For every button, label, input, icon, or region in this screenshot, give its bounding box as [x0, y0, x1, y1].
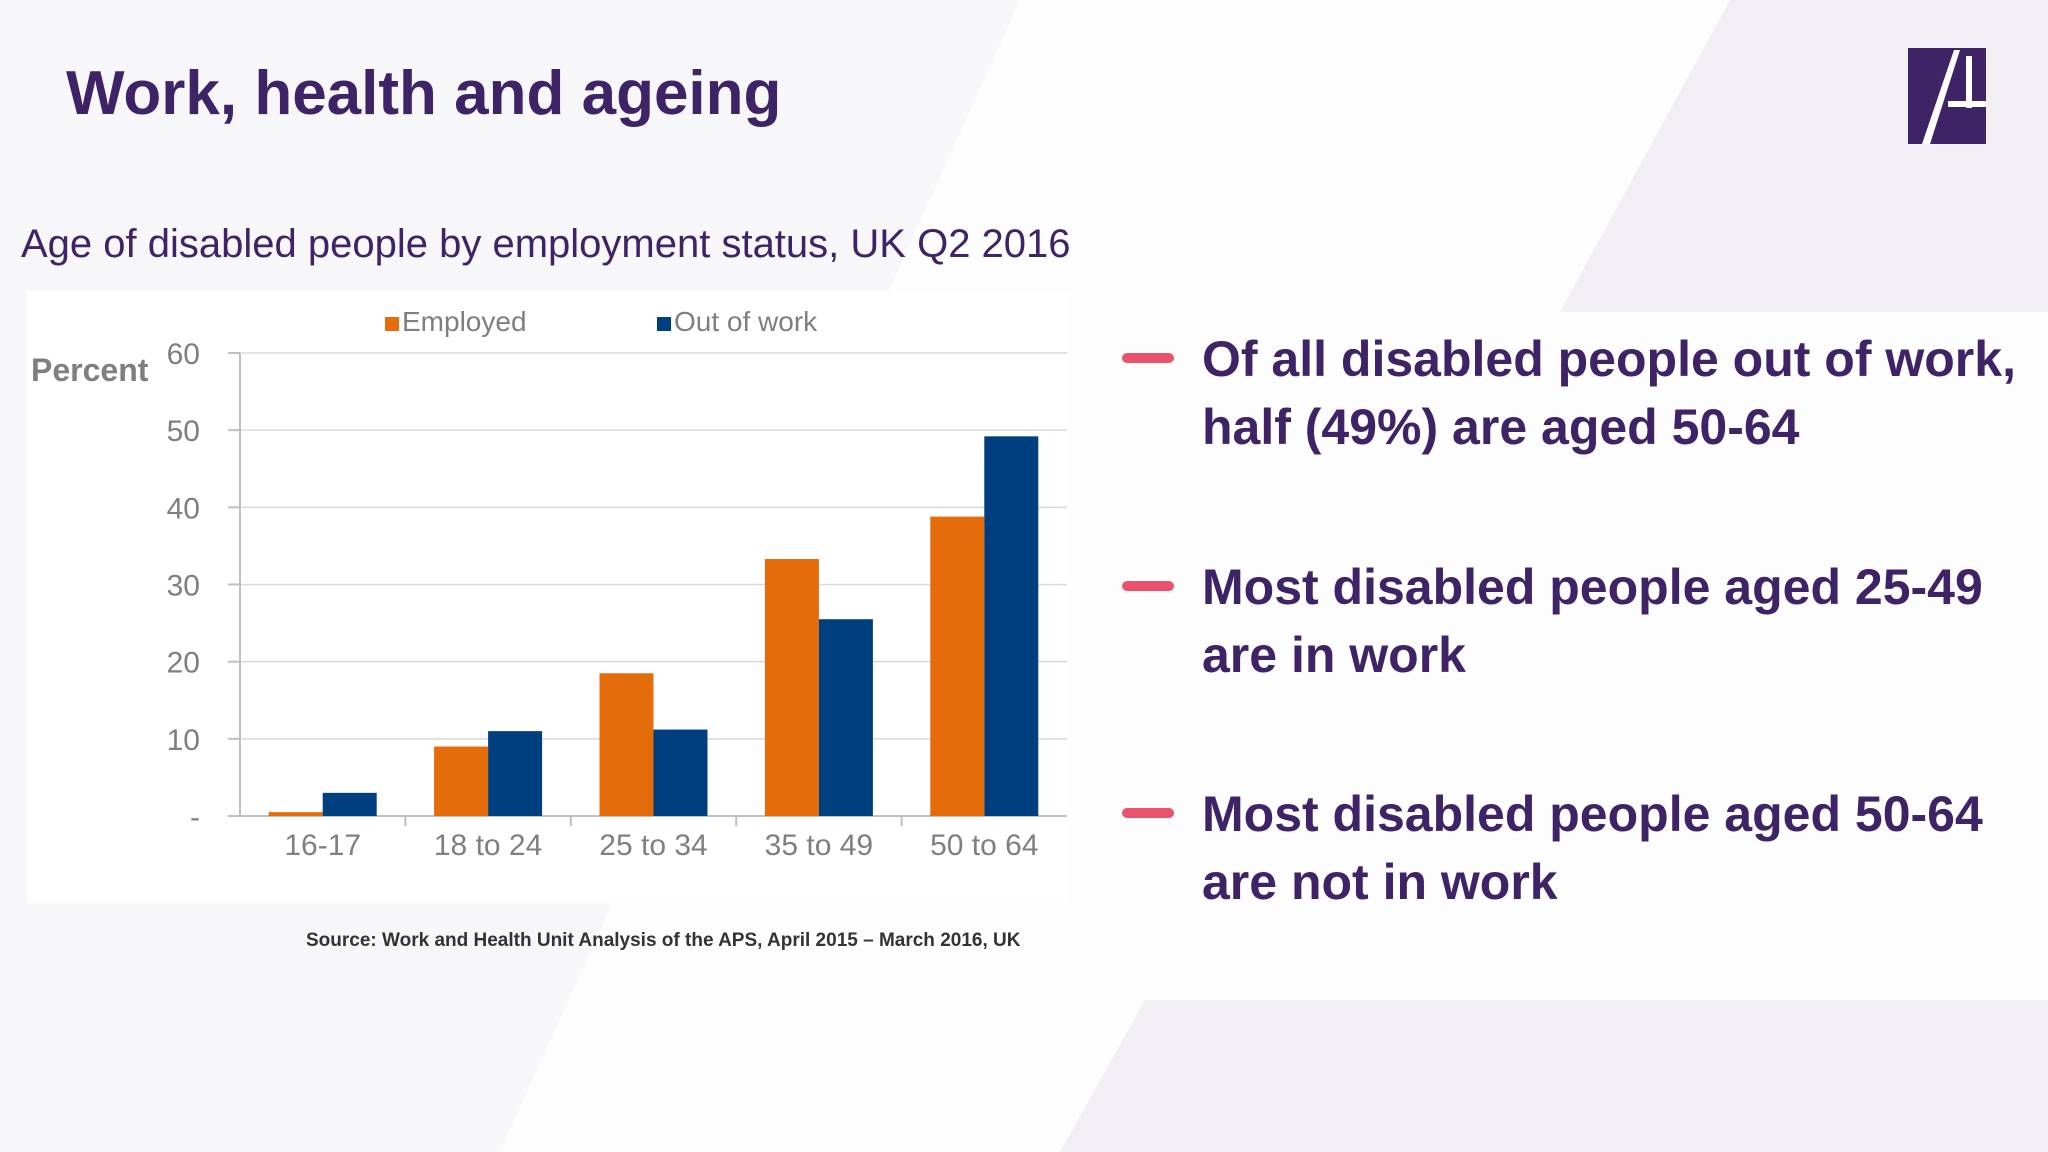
bar-employed: [930, 516, 985, 816]
y-tick-label: 60: [167, 338, 200, 371]
finding-text: Most disabled people aged 25-49 are in w…: [1202, 559, 1983, 683]
legend-label: Out of work: [674, 306, 818, 337]
x-tick-label: 25 to 34: [599, 829, 707, 862]
bar-out-of-work: [488, 731, 543, 816]
y-tick-label: 30: [167, 570, 200, 603]
bar-out-of-work: [653, 729, 708, 816]
y-tick-label: 50: [167, 415, 200, 448]
slide-title: Work, health and ageing: [66, 59, 782, 128]
bar-chart: - 10 20 30 40 50 60 16-17 18 to 24 25 to 34 35 to …: [31, 306, 1067, 862]
y-axis-label: Percent: [31, 352, 149, 388]
bar-out-of-work: [984, 436, 1039, 816]
company-logo-icon: [1908, 48, 1986, 144]
bar-employed: [764, 559, 819, 816]
dash-bullet-icon: [1122, 808, 1174, 818]
y-tick-label: -: [190, 801, 200, 834]
bar-employed: [268, 812, 323, 816]
dash-bullet-icon: [1122, 353, 1174, 363]
legend-swatch-icon: [385, 317, 399, 331]
bar-employed: [434, 746, 489, 816]
y-tick-label: 40: [167, 492, 200, 525]
x-tick-label: 35 to 49: [765, 829, 873, 862]
bar-out-of-work: [818, 619, 873, 816]
source-note: Source: Work and Health Unit Analysis of…: [306, 930, 1021, 951]
dash-bullet-icon: [1122, 581, 1174, 591]
chart-title: Age of disabled people by employment sta…: [21, 222, 1071, 266]
y-tick-label: 20: [167, 647, 200, 680]
bar-employed: [599, 673, 654, 816]
x-tick-label: 50 to 64: [930, 829, 1038, 862]
y-tick-label: 10: [167, 724, 200, 757]
bar-out-of-work: [322, 792, 377, 816]
x-tick-label: 16-17: [284, 829, 361, 862]
finding-text: Of all disabled people out of work, half…: [1202, 331, 2016, 455]
legend-swatch-icon: [657, 317, 671, 331]
x-tick-label: 18 to 24: [434, 829, 542, 862]
finding-text: Most disabled people aged 50-64 are not …: [1202, 786, 1983, 910]
chart-panel: - 10 20 30 40 50 60 16-17 18 to 24 25 to 34 35 to …: [27, 291, 1070, 903]
legend-label: Employed: [402, 306, 527, 337]
